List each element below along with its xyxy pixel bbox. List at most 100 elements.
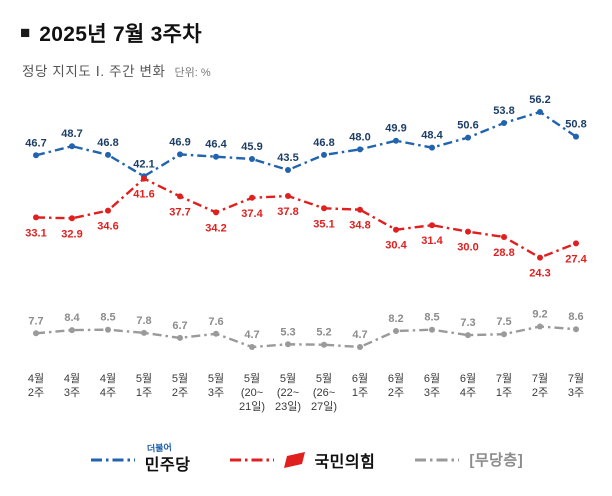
svg-text:7월: 7월 (496, 372, 512, 385)
legend-item-ppp: 국민의힘 (228, 448, 375, 472)
subtitle-row: 정당 지지도 Ⅰ. 주간 변화 단위: % (20, 60, 588, 80)
page-title: 2025년 7월 3주차 (39, 23, 202, 46)
svg-text:27일): 27일) (311, 399, 337, 413)
svg-text:5월: 5월 (316, 372, 332, 385)
svg-text:49.9: 49.9 (385, 123, 406, 135)
svg-text:56.2: 56.2 (529, 94, 550, 106)
svg-text:37.7: 37.7 (169, 206, 190, 218)
svg-text:(20~: (20~ (241, 387, 263, 399)
legend-item-independents: [무당층] (413, 449, 523, 470)
svg-text:4월: 4월 (28, 372, 44, 385)
svg-text:1주: 1주 (496, 387, 512, 399)
chart-canvas: 46.7 48.7 46.8 42.1 46.9 46.4 45.9 43.5 46.8 48.0… (25, 94, 587, 413)
svg-text:5월: 5월 (208, 372, 224, 385)
minjoo-logo-label: 민주당 (144, 457, 191, 474)
title-square-bullet: ■ (20, 22, 31, 42)
svg-text:2주: 2주 (532, 387, 548, 399)
chart-legend: 더불어 민주당 국민의힘 [무당층] (0, 442, 612, 475)
header: ■ 2025년 7월 3주차 정당 지지도 Ⅰ. 주간 변화 단위: % (0, 0, 612, 80)
svg-text:5월: 5월 (244, 372, 260, 385)
svg-text:46.8: 46.8 (313, 137, 334, 149)
svg-text:4월: 4월 (100, 372, 116, 385)
svg-text:8.5: 8.5 (100, 312, 115, 324)
svg-text:45.9: 45.9 (241, 141, 262, 153)
svg-text:7월: 7월 (532, 372, 548, 385)
svg-text:8.2: 8.2 (388, 313, 403, 325)
svg-text:37.4: 37.4 (241, 208, 263, 220)
svg-text:4주: 4주 (100, 387, 116, 399)
svg-text:6월: 6월 (352, 372, 368, 385)
svg-text:30.4: 30.4 (385, 240, 407, 252)
svg-text:3주: 3주 (64, 387, 80, 399)
svg-text:48.0: 48.0 (349, 131, 370, 143)
svg-text:37.8: 37.8 (277, 206, 298, 218)
svg-text:42.1: 42.1 (133, 158, 154, 170)
svg-text:1주: 1주 (352, 387, 368, 399)
svg-text:2주: 2주 (388, 387, 404, 399)
svg-text:3주: 3주 (568, 387, 584, 399)
svg-text:9.2: 9.2 (532, 309, 547, 321)
legend-item-minjoo: 더불어 민주당 (89, 442, 191, 475)
svg-text:8.6: 8.6 (568, 311, 583, 323)
svg-text:33.1: 33.1 (25, 227, 46, 239)
minjoo-logo-script-text: 더불어 (146, 442, 172, 454)
svg-text:35.1: 35.1 (313, 218, 334, 230)
svg-text:1주: 1주 (136, 387, 152, 399)
svg-text:34.8: 34.8 (349, 220, 370, 232)
svg-text:5.2: 5.2 (316, 327, 331, 339)
svg-text:48.7: 48.7 (61, 128, 82, 140)
svg-text:27.4: 27.4 (565, 253, 587, 265)
svg-text:34.6: 34.6 (97, 221, 118, 233)
svg-text:4주: 4주 (460, 387, 476, 399)
svg-text:8.4: 8.4 (64, 312, 80, 324)
independents-dashdot-line (415, 458, 460, 461)
ppp-logo-label: 국민의힘 (314, 453, 376, 471)
svg-text:31.4: 31.4 (421, 235, 443, 247)
svg-text:(22~: (22~ (277, 387, 299, 399)
svg-text:23일): 23일) (275, 399, 301, 413)
party-support-line-chart: 46.7 48.7 46.8 42.1 46.9 46.4 45.9 43.5 46.8 48.0… (0, 82, 612, 422)
svg-text:5월: 5월 (136, 372, 152, 385)
svg-text:3주: 3주 (424, 387, 440, 399)
ppp-dashdot-line (230, 458, 275, 461)
svg-text:6월: 6월 (388, 372, 404, 385)
svg-text:5.3: 5.3 (280, 326, 295, 338)
svg-text:28.8: 28.8 (493, 247, 514, 259)
svg-text:32.9: 32.9 (61, 228, 82, 240)
svg-text:5월: 5월 (172, 372, 188, 385)
svg-text:2주: 2주 (172, 387, 188, 399)
svg-text:41.6: 41.6 (133, 189, 154, 201)
svg-text:43.5: 43.5 (277, 152, 298, 164)
unit-label: 단위: % (174, 67, 211, 79)
minjoo-logo: 더불어 민주당 (144, 442, 191, 475)
svg-text:7.5: 7.5 (496, 316, 511, 328)
svg-text:50.8: 50.8 (565, 119, 586, 131)
svg-text:21일): 21일) (239, 399, 265, 413)
chart-subtitle: 정당 지지도 Ⅰ. 주간 변화 (22, 64, 166, 79)
svg-text:4.7: 4.7 (352, 329, 367, 341)
svg-text:46.8: 46.8 (97, 137, 118, 149)
svg-text:8.5: 8.5 (424, 312, 439, 324)
svg-text:7.8: 7.8 (136, 315, 151, 327)
svg-text:6월: 6월 (460, 372, 476, 385)
svg-text:7.7: 7.7 (28, 315, 43, 327)
ppp-flag-icon (284, 451, 306, 468)
svg-text:46.9: 46.9 (169, 136, 190, 148)
svg-text:50.6: 50.6 (457, 120, 478, 132)
svg-text:46.4: 46.4 (205, 139, 227, 151)
svg-text:30.0: 30.0 (457, 242, 478, 254)
svg-text:7.6: 7.6 (208, 316, 223, 328)
svg-text:7.3: 7.3 (460, 317, 475, 329)
svg-text:3주: 3주 (208, 387, 224, 399)
title-row: ■ 2025년 7월 3주차 (20, 18, 588, 48)
independents-label: [무당층] (469, 452, 524, 469)
svg-text:46.7: 46.7 (25, 137, 46, 149)
minjoo-dashdot-line (90, 458, 135, 461)
svg-text:48.4: 48.4 (421, 130, 443, 142)
svg-text:34.2: 34.2 (205, 222, 226, 234)
svg-text:24.3: 24.3 (529, 268, 550, 280)
svg-text:7월: 7월 (568, 372, 584, 385)
svg-text:4.7: 4.7 (244, 329, 259, 341)
svg-text:53.8: 53.8 (493, 105, 514, 117)
